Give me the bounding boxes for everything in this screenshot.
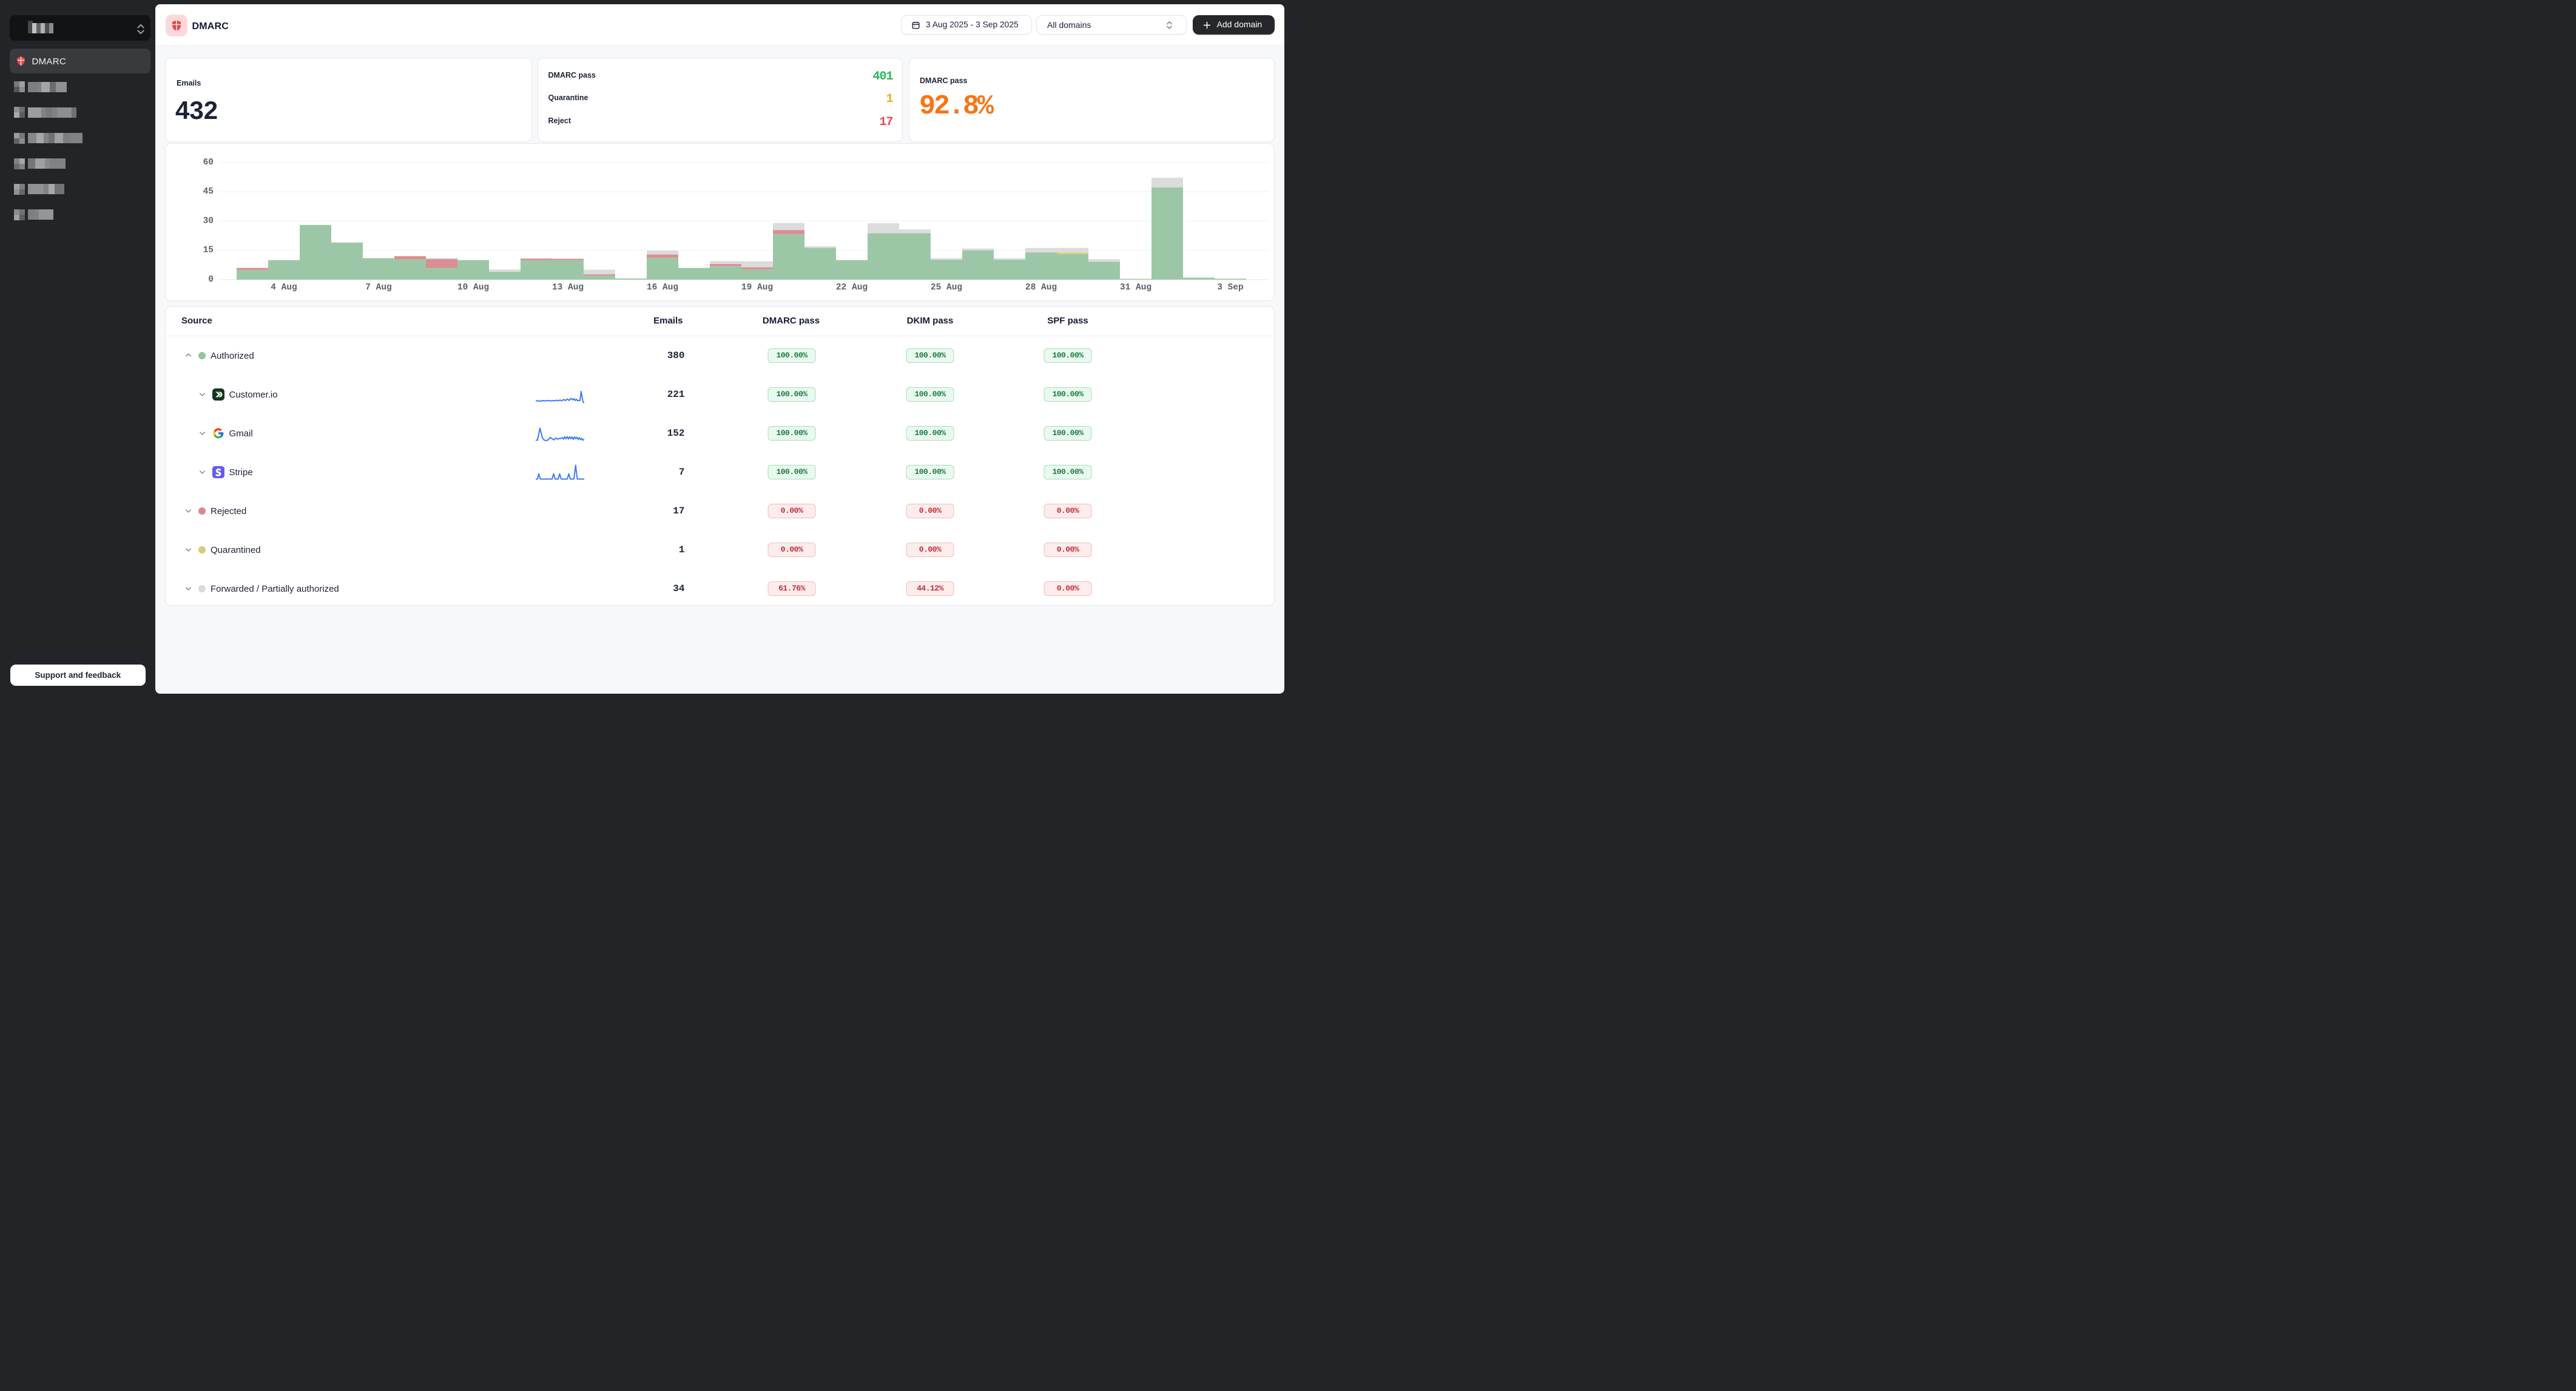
svg-text:10 Aug: 10 Aug — [457, 283, 489, 293]
svg-text:19 Aug: 19 Aug — [741, 283, 773, 293]
svg-text:16 Aug: 16 Aug — [647, 283, 678, 293]
svg-text:45: 45 — [203, 187, 214, 197]
svg-text:7 Aug: 7 Aug — [365, 283, 392, 293]
svg-text:22 Aug: 22 Aug — [836, 283, 868, 293]
svg-text:60: 60 — [203, 158, 214, 168]
svg-text:4 Aug: 4 Aug — [271, 283, 297, 293]
svg-text:3 Sep: 3 Sep — [1217, 283, 1244, 293]
svg-text:15: 15 — [203, 246, 214, 256]
svg-text:31 Aug: 31 Aug — [1120, 283, 1151, 293]
svg-text:13 Aug: 13 Aug — [552, 283, 584, 293]
svg-text:25 Aug: 25 Aug — [931, 283, 962, 293]
svg-text:30: 30 — [203, 216, 214, 226]
svg-text:0: 0 — [208, 275, 214, 285]
svg-text:28 Aug: 28 Aug — [1025, 283, 1057, 293]
